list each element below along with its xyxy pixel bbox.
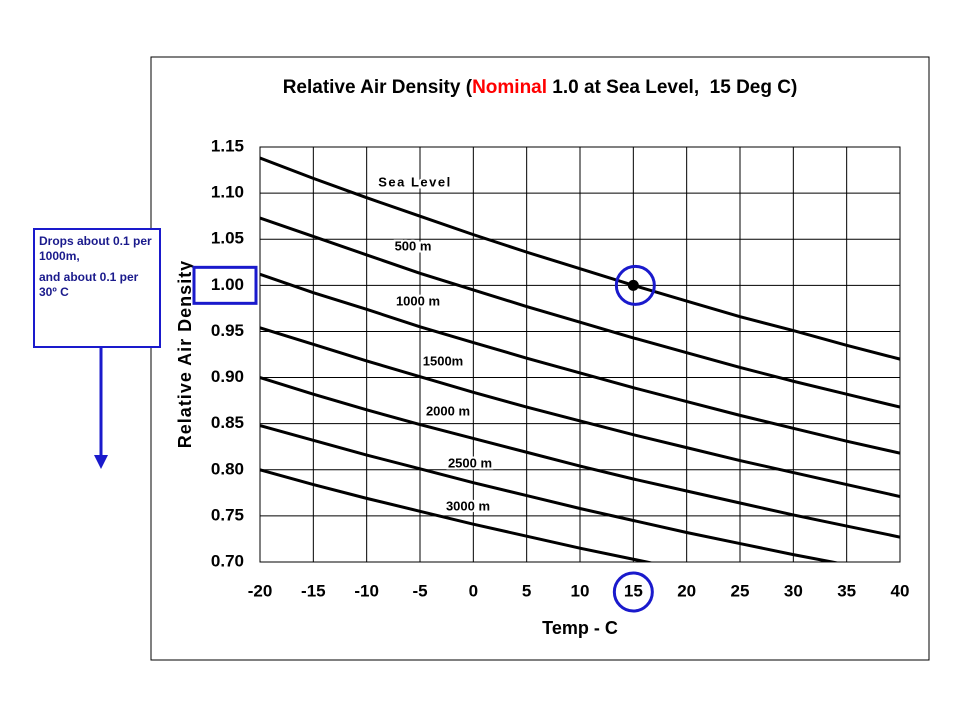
x-tick-label: -20 [248, 581, 273, 600]
y-tick-label: 0.75 [211, 505, 244, 524]
series-line [260, 272, 900, 455]
series-label: 2000 m [426, 403, 470, 418]
x-tick-label: -5 [412, 581, 427, 600]
x-tick-label: 25 [731, 581, 750, 600]
x-tick-label: 40 [891, 581, 910, 600]
series-label: 500 m [395, 238, 432, 253]
x-tick-label: -15 [301, 581, 326, 600]
arrow-head [94, 455, 108, 469]
series-line [260, 216, 900, 409]
y-axis-title: Relative Air Density [175, 260, 195, 448]
y-tick-label: 0.70 [211, 551, 244, 570]
y-tick-label: 0.85 [211, 413, 244, 432]
series-label: 1000 m [396, 293, 440, 308]
series-line [260, 376, 900, 539]
chart-frame [150, 56, 930, 661]
annotation-box: Drops about 0.1 per 1000m, and about 0.1… [33, 228, 161, 348]
y-tick-label: 1.10 [211, 183, 244, 202]
x-tick-label: 0 [469, 581, 478, 600]
series-line [260, 468, 655, 562]
annotation-text: Drops about 0.1 per 1000m, [39, 234, 152, 263]
x-tick-label: 35 [837, 581, 856, 600]
series-line [260, 326, 900, 498]
x-tick-label: 10 [571, 581, 590, 600]
plot-border [259, 146, 901, 563]
y-tick-label: 1.00 [211, 275, 244, 294]
x-tick-label: 30 [784, 581, 803, 600]
highlight-point [627, 279, 639, 291]
x-tick-label: 5 [522, 581, 531, 600]
x-tick-label: -10 [354, 581, 379, 600]
annotations [94, 264, 656, 613]
highlight-circle [614, 264, 656, 306]
series-lines [260, 156, 900, 562]
series-label: 2500 m [448, 455, 492, 470]
y-highlight-box [192, 265, 258, 305]
y-tick-label: 1.05 [211, 229, 244, 248]
series-line [260, 156, 900, 361]
series-label: Sea Level [378, 174, 452, 189]
y-tick-label: 1.15 [211, 136, 244, 155]
y-tick-label: 0.80 [211, 459, 244, 478]
y-tick-label: 0.95 [211, 321, 244, 340]
x-axis-title: Temp - C [542, 618, 618, 638]
series-label: 3000 m [446, 498, 490, 513]
x-tick-label: 20 [677, 581, 696, 600]
series-label: 1500m [423, 353, 463, 368]
grid: 0.70 0.75 0.80 0.85 0.90 0.95 1.00 1.05 1.10 1.15… [211, 136, 910, 600]
series-line [260, 424, 841, 562]
x-highlight-circle [612, 571, 654, 613]
series-labels: Sea Level 500 m 1000 m 1500m 2000 m 2500 m 300… [376, 172, 494, 515]
chart-title: Relative Air Density (Nominal 1.0 at Sea… [283, 77, 798, 98]
annotation-text: and about 0.1 per 30º C [39, 270, 139, 299]
x-tick-label: 15 [624, 581, 643, 600]
y-tick-label: 0.90 [211, 367, 244, 386]
